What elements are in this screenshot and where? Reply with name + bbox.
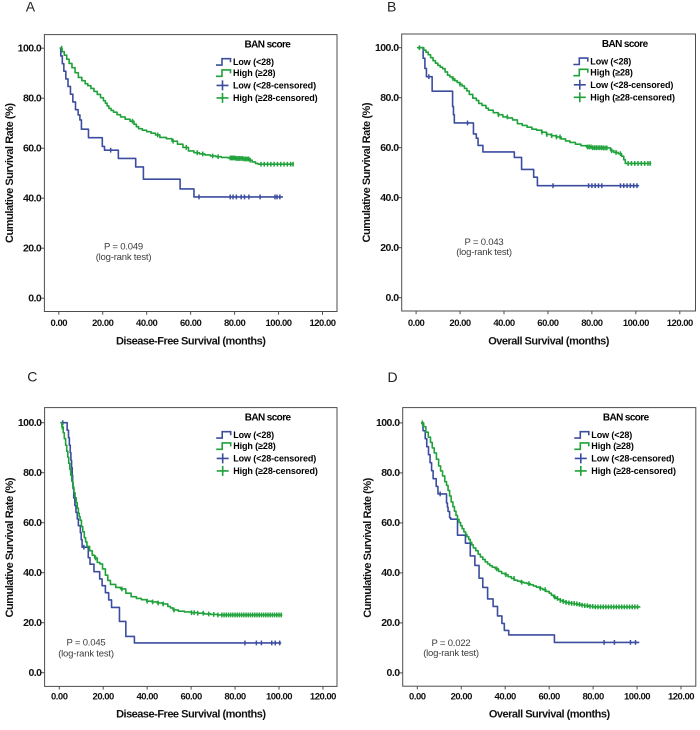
svg-text:High (≥28): High (≥28) [233, 441, 276, 451]
svg-text:20.0: 20.0 [380, 242, 399, 254]
svg-text:Low (<28): Low (<28) [233, 430, 274, 440]
svg-text:(log-rank test): (log-rank test) [58, 648, 114, 659]
svg-text:High (≥28): High (≥28) [233, 68, 276, 78]
svg-text:120.00: 120.00 [668, 691, 694, 702]
svg-text:P = 0.049: P = 0.049 [104, 242, 143, 253]
svg-text:0.0: 0.0 [387, 667, 401, 679]
svg-text:Low (<28): Low (<28) [233, 57, 274, 67]
svg-text:40.00: 40.00 [137, 691, 158, 702]
svg-text:Overall Survival (months): Overall Survival (months) [489, 708, 611, 720]
svg-text:High (≥28): High (≥28) [590, 68, 633, 78]
svg-text:0.0: 0.0 [386, 292, 400, 304]
svg-text:A: A [26, 0, 36, 15]
svg-text:40.00: 40.00 [136, 318, 157, 329]
svg-text:40.0: 40.0 [23, 193, 42, 205]
svg-text:C: C [27, 369, 37, 385]
svg-text:20.0: 20.0 [23, 617, 42, 629]
svg-text:Low (<28-censored): Low (<28-censored) [233, 81, 316, 91]
svg-text:High (≥28-censored): High (≥28-censored) [591, 466, 676, 476]
svg-text:20.00: 20.00 [93, 691, 114, 702]
svg-text:Low (<28): Low (<28) [591, 430, 632, 440]
svg-text:BAN score: BAN score [245, 40, 292, 51]
svg-text:0.0: 0.0 [28, 293, 42, 305]
svg-text:High (≥28-censored): High (≥28-censored) [233, 93, 318, 103]
svg-text:BAN score: BAN score [245, 413, 292, 424]
svg-text:Cumulative Survival Rate (%): Cumulative Survival Rate (%) [4, 103, 16, 243]
svg-text:20.00: 20.00 [92, 318, 113, 329]
svg-text:100.0: 100.0 [18, 43, 42, 55]
svg-text:0.00: 0.00 [51, 318, 68, 329]
svg-text:120.00: 120.00 [667, 318, 693, 329]
svg-text:100.00: 100.00 [624, 691, 650, 702]
svg-text:80.0: 80.0 [23, 467, 42, 479]
svg-text:60.0: 60.0 [381, 517, 400, 529]
svg-text:High (≥28-censored): High (≥28-censored) [233, 466, 318, 476]
svg-text:20.00: 20.00 [451, 691, 472, 702]
svg-text:P = 0.022: P = 0.022 [432, 638, 471, 649]
svg-text:100.0: 100.0 [376, 417, 400, 429]
svg-text:40.0: 40.0 [23, 567, 42, 579]
svg-text:(log-rank test): (log-rank test) [423, 648, 479, 659]
svg-text:Overall Survival (months): Overall Survival (months) [488, 335, 610, 347]
svg-text:D: D [388, 369, 398, 385]
svg-text:P = 0.045: P = 0.045 [67, 637, 106, 648]
svg-text:100.00: 100.00 [623, 318, 649, 329]
svg-text:100.0: 100.0 [375, 42, 399, 54]
svg-text:BAN score: BAN score [603, 413, 650, 424]
svg-text:40.0: 40.0 [381, 567, 400, 579]
svg-text:Cumulative Survival Rate (%): Cumulative Survival Rate (%) [4, 477, 16, 617]
svg-text:0.0: 0.0 [28, 667, 42, 679]
svg-text:80.0: 80.0 [23, 93, 42, 105]
svg-text:80.00: 80.00 [224, 691, 245, 702]
svg-text:BAN score: BAN score [602, 39, 649, 50]
svg-text:Low (<28-censored): Low (<28-censored) [590, 80, 673, 90]
svg-text:High (≥28-censored): High (≥28-censored) [590, 93, 675, 103]
svg-text:20.00: 20.00 [449, 318, 470, 329]
svg-text:0.00: 0.00 [408, 318, 425, 329]
svg-text:100.00: 100.00 [266, 318, 292, 329]
svg-text:60.00: 60.00 [180, 691, 201, 702]
svg-text:60.00: 60.00 [537, 318, 558, 329]
svg-text:20.0: 20.0 [23, 243, 42, 255]
svg-text:0.00: 0.00 [409, 691, 426, 702]
svg-text:60.00: 60.00 [180, 318, 201, 329]
svg-text:120.00: 120.00 [309, 318, 335, 329]
svg-text:80.0: 80.0 [381, 467, 400, 479]
svg-text:(log-rank test): (log-rank test) [96, 252, 152, 263]
svg-text:20.0: 20.0 [381, 617, 400, 629]
svg-text:Disease-Free Survival (months): Disease-Free Survival (months) [116, 335, 266, 347]
svg-text:40.0: 40.0 [380, 192, 399, 204]
svg-text:40.00: 40.00 [493, 318, 514, 329]
svg-text:60.0: 60.0 [380, 142, 399, 154]
svg-text:80.00: 80.00 [581, 318, 602, 329]
svg-text:P = 0.043: P = 0.043 [465, 237, 504, 248]
svg-text:100.0: 100.0 [18, 417, 42, 429]
svg-text:120.00: 120.00 [310, 691, 336, 702]
svg-text:Cumulative Survival Rate (%): Cumulative Survival Rate (%) [361, 102, 373, 242]
svg-text:0.00: 0.00 [51, 691, 68, 702]
svg-text:Disease-Free Survival (months): Disease-Free Survival (months) [116, 708, 266, 720]
svg-text:Low (<28-censored): Low (<28-censored) [233, 454, 316, 464]
svg-text:High (≥28): High (≥28) [591, 441, 634, 451]
svg-text:40.00: 40.00 [495, 691, 516, 702]
svg-text:Cumulative Survival Rate (%): Cumulative Survival Rate (%) [362, 477, 374, 617]
svg-text:60.00: 60.00 [539, 691, 560, 702]
svg-text:80.00: 80.00 [582, 691, 603, 702]
svg-text:60.0: 60.0 [23, 517, 42, 529]
svg-text:(log-rank test): (log-rank test) [456, 247, 512, 258]
svg-text:Low (<28): Low (<28) [590, 56, 631, 66]
svg-text:Low (<28-censored): Low (<28-censored) [591, 454, 674, 464]
svg-text:100.00: 100.00 [266, 691, 292, 702]
svg-text:B: B [387, 0, 396, 15]
svg-text:80.00: 80.00 [224, 318, 245, 329]
svg-text:60.0: 60.0 [23, 143, 42, 155]
svg-text:80.0: 80.0 [380, 92, 399, 104]
